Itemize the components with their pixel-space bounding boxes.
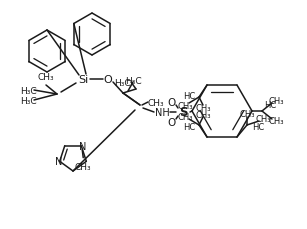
Text: H₃C: H₃C [20, 86, 37, 95]
Text: CH₃: CH₃ [177, 113, 193, 122]
Text: CH₃: CH₃ [239, 110, 255, 119]
Text: O: O [168, 117, 176, 128]
Text: CH₃: CH₃ [268, 97, 284, 106]
Text: H₃C: H₃C [20, 96, 37, 105]
Text: HC: HC [183, 123, 195, 132]
Text: O: O [168, 98, 176, 108]
Text: O: O [104, 75, 112, 85]
Text: CH₃: CH₃ [38, 73, 54, 82]
Text: CH₃: CH₃ [177, 101, 193, 110]
Text: H₃C: H₃C [115, 78, 131, 87]
Text: CH₃: CH₃ [148, 98, 165, 107]
Text: N: N [55, 157, 62, 167]
Text: S: S [179, 106, 187, 119]
Text: NH: NH [155, 108, 169, 117]
Text: Si: Si [78, 75, 88, 85]
Text: HC: HC [183, 91, 195, 100]
Text: CH₃: CH₃ [195, 111, 211, 120]
Text: HC: HC [264, 101, 276, 109]
Text: CH₃: CH₃ [195, 103, 211, 112]
Text: H₃C: H₃C [125, 77, 141, 86]
Text: HC: HC [252, 123, 264, 132]
Text: CH₃: CH₃ [268, 117, 284, 126]
Text: CH₃: CH₃ [75, 162, 91, 171]
Text: CH₃: CH₃ [255, 115, 271, 124]
Text: N: N [79, 141, 86, 151]
